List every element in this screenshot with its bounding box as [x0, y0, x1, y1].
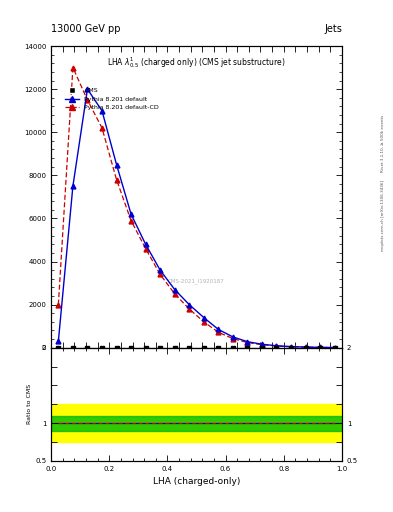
X-axis label: LHA (charged-only): LHA (charged-only) [153, 477, 240, 486]
Text: Rivet 3.1.10, ≥ 500k events: Rivet 3.1.10, ≥ 500k events [381, 115, 385, 172]
Text: LHA $\lambda^{1}_{0.5}$ (charged only) (CMS jet substructure): LHA $\lambda^{1}_{0.5}$ (charged only) (… [107, 55, 286, 70]
Text: CMS-2021_I1920187: CMS-2021_I1920187 [168, 279, 225, 284]
Text: 13000 GeV pp: 13000 GeV pp [51, 24, 121, 34]
Legend: CMS, Pythia 8.201 default, Pythia 8.201 default-CD: CMS, Pythia 8.201 default, Pythia 8.201 … [63, 86, 162, 113]
Text: Jets: Jets [324, 24, 342, 34]
Text: mcplots.cern.ch [arXiv:1306.3436]: mcplots.cern.ch [arXiv:1306.3436] [381, 180, 385, 250]
Y-axis label: Ratio to CMS: Ratio to CMS [28, 384, 32, 424]
